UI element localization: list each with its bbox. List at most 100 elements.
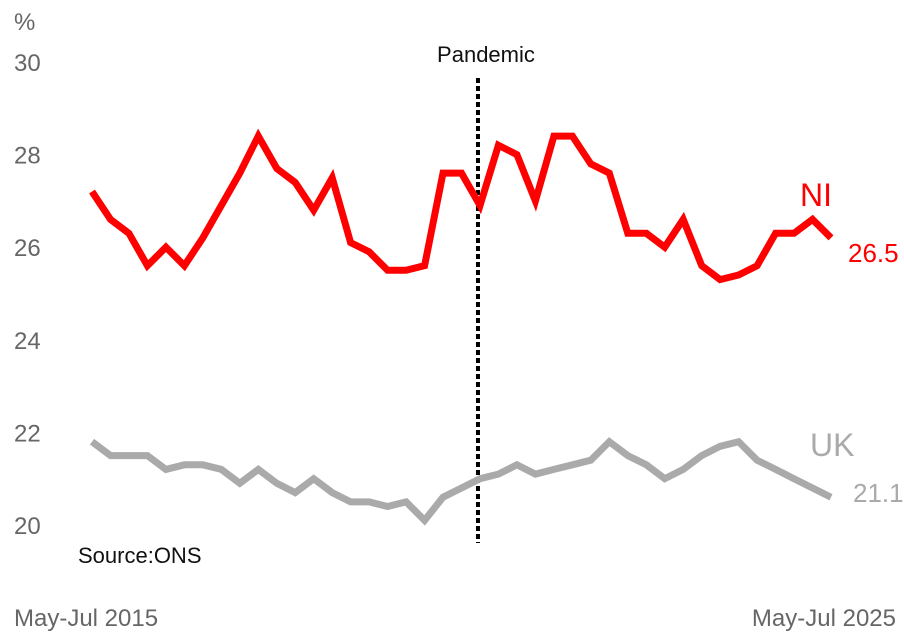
data-point-uk [256, 467, 260, 471]
data-point-uk [515, 463, 519, 467]
series-line-ni [89, 128, 834, 284]
data-point-ni [589, 162, 593, 166]
x-axis-start-label: May-Jul 2015 [14, 605, 158, 632]
data-point-uk [145, 454, 149, 458]
data-point-ni [182, 264, 186, 268]
data-point-ni [496, 143, 500, 147]
data-point-uk [829, 495, 833, 499]
data-point-ni [127, 231, 131, 235]
x-axis-end-label: May-Jul 2025 [752, 605, 896, 632]
data-point-ni [811, 217, 815, 221]
y-tick-label: 20 [14, 513, 41, 540]
data-point-ni [90, 190, 94, 194]
data-point-ni [552, 134, 556, 138]
data-point-uk [460, 486, 464, 490]
data-point-uk [533, 472, 537, 476]
data-point-uk [182, 463, 186, 467]
data-point-ni [700, 264, 704, 268]
data-point-ni [607, 171, 611, 175]
series-layer: NI 26.5 UK 21.1 [89, 128, 904, 526]
data-point-ni [792, 231, 796, 235]
series-name-label-ni: NI [800, 177, 832, 213]
data-point-ni [626, 231, 630, 235]
data-point-ni [441, 171, 445, 175]
y-tick-label: 24 [14, 328, 41, 355]
data-point-uk [774, 467, 778, 471]
data-point-uk [201, 463, 205, 467]
y-tick-label: 28 [14, 143, 41, 170]
data-point-uk [681, 467, 685, 471]
data-point-ni [256, 134, 260, 138]
data-point-uk [367, 500, 371, 504]
series-end-value-ni: 26.5 [848, 238, 899, 268]
y-tick-label: 22 [14, 420, 41, 447]
data-point-uk [718, 444, 722, 448]
data-point-uk [589, 458, 593, 462]
data-point-uk [275, 481, 279, 485]
data-point-uk [755, 458, 759, 462]
data-point-ni [533, 199, 537, 203]
data-point-ni [681, 217, 685, 221]
data-point-uk [219, 467, 223, 471]
data-point-ni [404, 268, 408, 272]
data-point-ni [367, 250, 371, 254]
data-point-uk [441, 495, 445, 499]
data-point-uk [90, 440, 94, 444]
data-point-uk [423, 518, 427, 522]
data-point-ni [515, 153, 519, 157]
data-point-ni [238, 171, 242, 175]
data-point-ni [145, 264, 149, 268]
data-point-uk [570, 463, 574, 467]
data-point-uk [607, 440, 611, 444]
data-point-ni [201, 236, 205, 240]
data-point-ni [478, 204, 482, 208]
series-end-value-uk: 21.1 [853, 478, 904, 508]
pandemic-annotation: Pandemic [437, 42, 535, 543]
data-point-uk [293, 491, 297, 495]
data-point-uk [109, 454, 113, 458]
data-point-uk [496, 472, 500, 476]
series-line-uk [89, 437, 833, 526]
y-tick-label: 26 [14, 235, 41, 262]
y-tick-label: 30 [14, 50, 41, 77]
data-point-uk [792, 477, 796, 481]
data-point-uk [644, 463, 648, 467]
data-point-ni [423, 264, 427, 268]
source-note: Source:ONS [78, 543, 202, 568]
series-uk: UK 21.1 [89, 427, 904, 526]
data-point-ni [275, 167, 279, 171]
data-point-uk [127, 454, 131, 458]
data-point-uk [238, 481, 242, 485]
pandemic-label: Pandemic [437, 42, 535, 67]
y-axis: 20 22 24 26 28 30 [14, 50, 41, 540]
data-point-ni [312, 208, 316, 212]
data-point-uk [737, 440, 741, 444]
data-point-ni [219, 204, 223, 208]
data-point-uk [663, 477, 667, 481]
data-point-uk [811, 486, 815, 490]
series-name-label-uk: UK [810, 427, 854, 463]
data-point-uk [386, 505, 390, 509]
data-point-ni [663, 245, 667, 249]
data-point-ni [349, 241, 353, 245]
data-point-uk [626, 454, 630, 458]
data-point-ni [386, 268, 390, 272]
data-point-uk [478, 477, 482, 481]
series-ni: NI 26.5 [89, 128, 899, 284]
data-point-ni [109, 217, 113, 221]
data-point-ni [330, 176, 334, 180]
data-point-uk [700, 454, 704, 458]
data-point-uk [164, 467, 168, 471]
data-point-ni [718, 278, 722, 282]
data-point-uk [312, 477, 316, 481]
data-point-uk [349, 500, 353, 504]
data-point-uk [552, 467, 556, 471]
data-point-ni [570, 134, 574, 138]
y-axis-unit-label: % [14, 9, 35, 36]
data-point-ni [829, 236, 833, 240]
data-point-ni [755, 264, 759, 268]
data-point-uk [404, 500, 408, 504]
data-point-uk [330, 491, 334, 495]
data-point-ni [460, 171, 464, 175]
